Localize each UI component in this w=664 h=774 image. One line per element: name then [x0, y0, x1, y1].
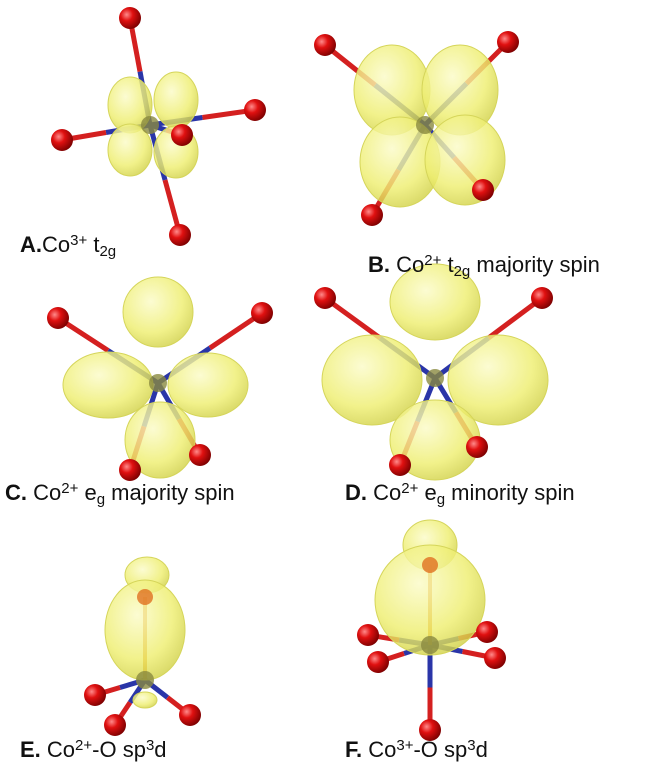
oxygen-atom	[389, 454, 411, 476]
oxygen-atom	[361, 204, 383, 226]
orbital-panel	[314, 263, 553, 481]
cobalt-atom	[149, 374, 167, 392]
orbital-panel	[84, 556, 201, 736]
caption-sup: 3+	[70, 232, 87, 249]
caption: E. Co2+-O sp3d	[20, 737, 167, 762]
caption-text: Co	[362, 737, 396, 762]
oxygen-atom	[47, 307, 69, 329]
caption: B. Co2+ t2g majority spin	[368, 252, 600, 280]
orbital-panel	[314, 31, 519, 226]
oxygen-atom	[476, 621, 498, 643]
caption-text: Co	[367, 480, 401, 505]
caption-text: t	[87, 232, 99, 257]
oxygen-atom	[314, 34, 336, 56]
orbital-lobe	[122, 276, 194, 348]
cobalt-atom	[136, 671, 154, 689]
oxygen-atom	[51, 129, 73, 151]
caption-text: Co	[41, 737, 75, 762]
orbital-lobe	[124, 401, 196, 479]
bond	[323, 295, 382, 341]
oxygen-atom	[251, 302, 273, 324]
caption: C. Co2+ eg majority spin	[5, 480, 235, 508]
orbital-lobe	[374, 544, 486, 656]
oxygen-atom	[119, 7, 141, 29]
caption-sup: 2+	[75, 737, 92, 754]
orbital-panel	[47, 276, 273, 481]
caption-sup: 2+	[61, 480, 78, 497]
cobalt-atom	[421, 636, 439, 654]
caption-text: e	[418, 480, 436, 505]
panel-letter: F.	[345, 737, 362, 762]
caption-sub: g	[437, 491, 445, 508]
caption-sup: 2+	[424, 252, 441, 269]
caption-sub: 2g	[99, 243, 116, 260]
caption-text: majority spin	[470, 252, 600, 277]
orbital-lobe	[167, 352, 249, 418]
panel-letter: E.	[20, 737, 41, 762]
caption-text: -O sp	[92, 737, 146, 762]
caption-text: Co	[390, 252, 424, 277]
orbital-lobe	[153, 71, 199, 129]
panel-letter: C.	[5, 480, 27, 505]
caption-text: t	[441, 252, 453, 277]
cobalt-atom	[426, 369, 444, 387]
panel-letter: B.	[368, 252, 390, 277]
bond	[487, 295, 544, 341]
oxygen-atom	[171, 124, 193, 146]
orbital-lobe	[321, 334, 423, 426]
caption-sub: 2g	[454, 263, 471, 280]
orbital-panel	[357, 519, 506, 741]
oxygen-atom	[314, 287, 336, 309]
oxygen-atom	[466, 436, 488, 458]
cobalt-atom	[141, 116, 159, 134]
oxygen-atom	[484, 647, 506, 669]
orbital-art	[47, 7, 553, 741]
panel-letter: D.	[345, 480, 367, 505]
oxygen-atom	[119, 459, 141, 481]
oxygen-atom	[189, 444, 211, 466]
cobalt-atom	[416, 116, 434, 134]
oxygen-atom	[422, 557, 438, 573]
caption-sup: 3	[467, 737, 475, 754]
caption: F. Co3+-O sp3d	[345, 737, 488, 762]
oxygen-atom	[169, 224, 191, 246]
caption-text: Co	[27, 480, 61, 505]
panel-letter: A.	[20, 232, 42, 257]
caption-sub: g	[97, 491, 105, 508]
orbital-panel	[51, 7, 266, 246]
caption-sup: 3+	[396, 737, 413, 754]
oxygen-atom	[244, 99, 266, 121]
caption: A.Co3+ t2g	[20, 232, 116, 260]
caption-text: Co	[42, 232, 70, 257]
orbital-lobe	[389, 263, 481, 341]
oxygen-atom	[179, 704, 201, 726]
caption-text: d	[154, 737, 166, 762]
caption-text: minority spin	[445, 480, 575, 505]
orbital-lobe	[447, 334, 549, 426]
caption-sup: 2+	[401, 480, 418, 497]
orbital-lobe	[62, 351, 154, 419]
caption-text: e	[78, 480, 96, 505]
oxygen-atom	[472, 179, 494, 201]
oxygen-atom	[367, 651, 389, 673]
oxygen-atom	[419, 719, 441, 741]
caption: D. Co2+ eg minority spin	[345, 480, 575, 508]
caption-text: d	[476, 737, 488, 762]
caption-text: majority spin	[105, 480, 235, 505]
orbital-lobe	[107, 123, 153, 177]
caption-text: -O sp	[413, 737, 467, 762]
oxygen-atom	[531, 287, 553, 309]
caption-sup: 3	[146, 737, 154, 754]
oxygen-atom	[357, 624, 379, 646]
orbital-lobe	[132, 691, 158, 709]
oxygen-atom	[104, 714, 126, 736]
oxygen-atom	[137, 589, 153, 605]
oxygen-atom	[497, 31, 519, 53]
oxygen-atom	[84, 684, 106, 706]
